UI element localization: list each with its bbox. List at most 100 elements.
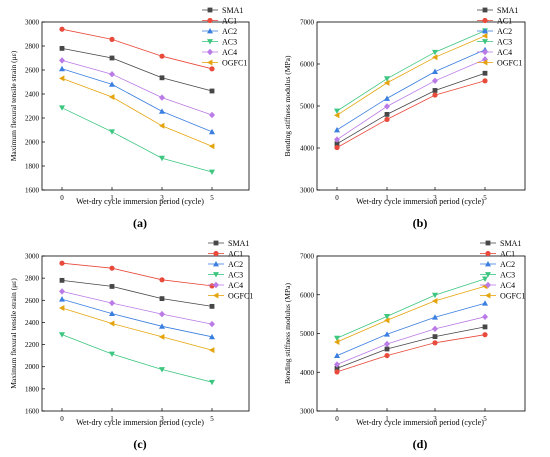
- data-point-marker: [159, 155, 165, 162]
- plot-frame: [316, 21, 526, 191]
- data-point-marker: [334, 144, 340, 151]
- series-line-ogfc1: [336, 285, 486, 343]
- x-tick-label: 1: [385, 194, 389, 202]
- data-point-marker: [482, 324, 488, 330]
- data-point-marker: [334, 365, 340, 371]
- y-tick-label: 3000: [300, 187, 315, 195]
- y-tick-label: 1800: [25, 385, 40, 393]
- data-point-marker: [109, 36, 115, 43]
- data-point-marker: [485, 272, 491, 278]
- legend-label: SMA1: [497, 6, 518, 15]
- data-point-marker: [432, 49, 438, 56]
- data-point-marker: [159, 277, 165, 283]
- data-point-marker: [384, 340, 390, 348]
- y-tick-label: 1600: [25, 408, 40, 416]
- plot-frame: [41, 21, 250, 191]
- data-point-marker: [209, 128, 215, 135]
- series-line-ac1: [336, 80, 486, 148]
- x-tick-label: 3: [160, 415, 164, 423]
- legend-label: AC1: [222, 17, 237, 26]
- data-point-marker: [213, 261, 219, 267]
- series-line-sma1: [336, 72, 486, 145]
- data-point-marker: [109, 94, 115, 100]
- series-line-ogfc1: [336, 35, 486, 116]
- data-point-marker: [485, 281, 491, 289]
- panel-caption: (c): [133, 437, 146, 451]
- data-point-marker: [213, 292, 219, 299]
- x-tick-label: 3: [433, 194, 437, 202]
- y-tick-label: 4000: [300, 369, 315, 377]
- y-tick-label: 7000: [300, 253, 315, 261]
- data-point-marker: [109, 299, 115, 307]
- plot-frame: [41, 255, 250, 412]
- legend-label: AC4: [497, 48, 512, 57]
- series-line-ac4: [61, 291, 213, 325]
- series-line-ac3: [336, 30, 486, 112]
- y-axis-label: Maximum flexural tensile strain (με): [9, 50, 18, 161]
- legend-label: AC1: [497, 17, 512, 26]
- series-line-ac3: [336, 278, 486, 339]
- data-point-marker: [207, 7, 213, 13]
- y-tick-label: 2800: [25, 275, 40, 283]
- legend-label: SMA1: [222, 6, 243, 15]
- series-line-ac4: [336, 316, 486, 365]
- series-line-ac2: [61, 298, 213, 338]
- chart-panel-c: 1600 1800 2000 2200 2400 2600 2800 3000 0 1 3 5 Wet-…: [9, 239, 253, 451]
- data-point-marker: [334, 369, 340, 375]
- data-point-marker: [334, 352, 340, 358]
- data-point-marker: [207, 39, 213, 45]
- data-point-marker: [482, 39, 488, 45]
- series-line-ac3: [61, 107, 213, 173]
- data-point-marker: [334, 361, 340, 368]
- data-point-marker: [59, 277, 65, 283]
- data-point-marker: [59, 288, 65, 295]
- y-tick-label: 2000: [25, 139, 40, 147]
- data-point-marker: [59, 296, 65, 302]
- data-point-marker: [209, 88, 215, 94]
- series-line-sma1: [336, 326, 486, 369]
- x-tick-label: 1: [110, 415, 114, 423]
- y-tick-label: 3000: [300, 408, 315, 416]
- data-point-marker: [482, 48, 488, 56]
- data-point-marker: [59, 57, 65, 64]
- legend-label: AC2: [500, 260, 515, 269]
- y-tick-label: 7000: [300, 19, 315, 27]
- legend-label: AC3: [228, 271, 243, 280]
- legend-label: SMA1: [228, 239, 249, 248]
- data-point-marker: [209, 303, 215, 309]
- y-tick-label: 2800: [25, 43, 40, 51]
- data-point-marker: [334, 141, 340, 147]
- series-line-ac1: [61, 28, 213, 70]
- y-tick-label: 1600: [25, 187, 40, 195]
- data-point-marker: [207, 48, 213, 56]
- data-point-marker: [59, 46, 65, 51]
- legend-label: AC4: [500, 281, 515, 290]
- y-axis-label: Maximum flexural tensile strain (με): [9, 278, 18, 389]
- x-tick-label: 0: [60, 415, 64, 423]
- data-point-marker: [59, 332, 65, 338]
- legend-label: OGFC1: [497, 59, 522, 68]
- data-point-marker: [485, 292, 491, 299]
- y-tick-label: 3000: [25, 253, 40, 261]
- data-point-marker: [159, 310, 165, 318]
- data-point-marker: [334, 108, 340, 115]
- y-tick-label: 2200: [25, 341, 40, 349]
- data-point-marker: [432, 68, 438, 74]
- panel-caption: (a): [133, 216, 147, 230]
- data-point-marker: [209, 111, 215, 119]
- x-tick-label: 0: [60, 194, 64, 202]
- y-tick-label: 6000: [300, 61, 315, 69]
- x-tick-label: 0: [335, 194, 339, 202]
- y-tick-label: 3000: [25, 19, 40, 27]
- data-point-marker: [59, 75, 65, 82]
- x-tick-label: 5: [483, 194, 487, 202]
- x-axis-label: Wet-dry cycle immersion period (cycle): [76, 418, 204, 427]
- data-point-marker: [213, 272, 219, 278]
- data-point-marker: [432, 314, 438, 320]
- data-point-marker: [384, 352, 390, 359]
- series-line-ac4: [61, 60, 213, 116]
- data-point-marker: [485, 250, 491, 257]
- data-point-marker: [109, 310, 115, 316]
- x-tick-label: 5: [483, 415, 487, 423]
